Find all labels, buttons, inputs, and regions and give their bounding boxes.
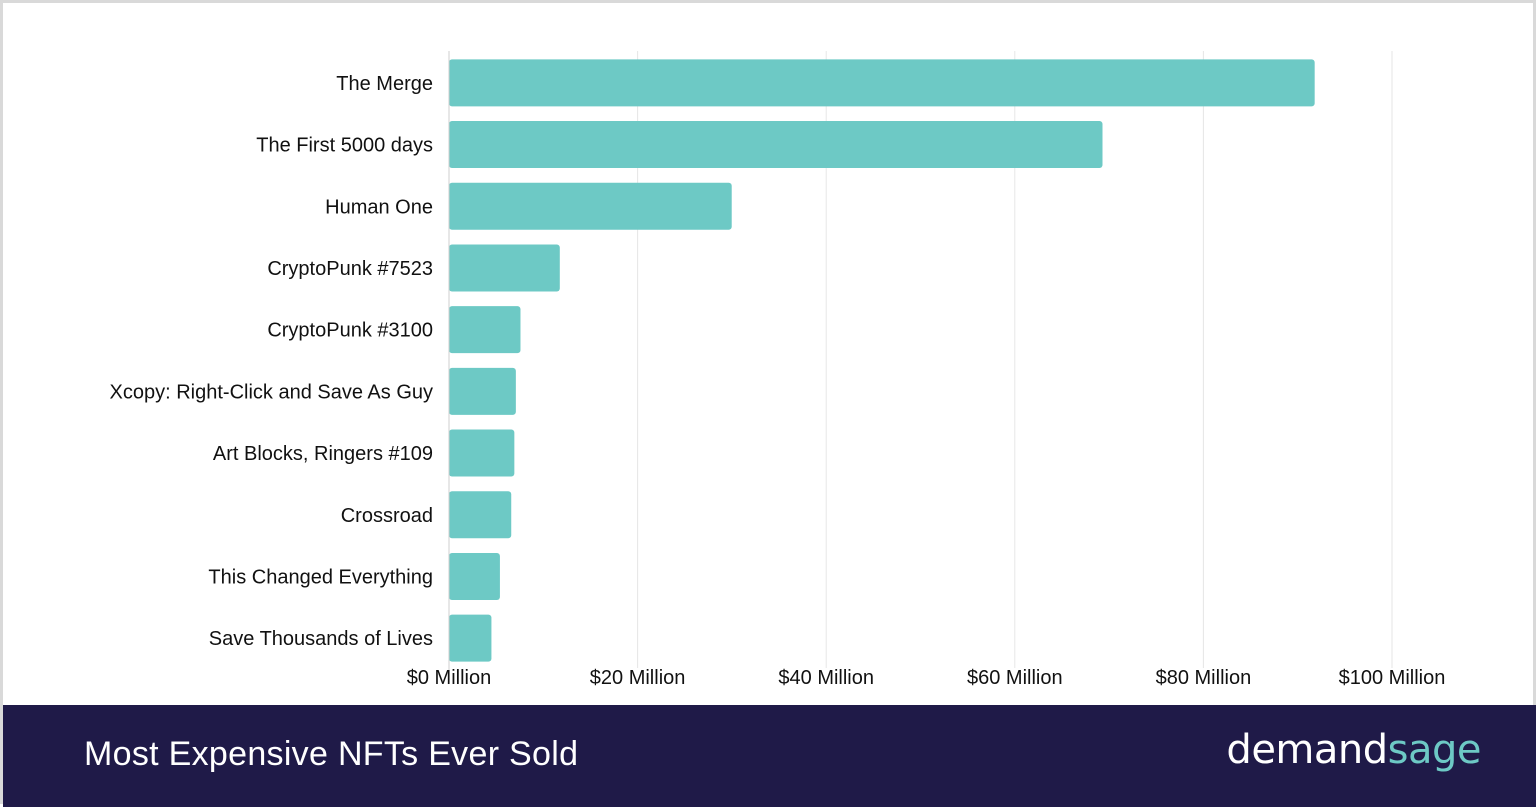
bar (449, 429, 515, 477)
bar (449, 306, 521, 354)
x-tick-label: $60 Million (967, 667, 1063, 689)
x-tick-label: $40 Million (778, 667, 874, 689)
chart-svg: $0 Million $20 Million $40 Million $60 Mill… (110, 51, 1446, 689)
category-label: Art Blocks, Ringers #109 (213, 443, 433, 465)
category-label: Crossroad (341, 505, 433, 527)
bar (449, 59, 1315, 107)
category-label: Save Thousands of Lives (209, 628, 433, 650)
logo-part-sage: sage (1387, 727, 1482, 773)
bar (449, 182, 732, 230)
category-label: CryptoPunk #3100 (267, 320, 433, 342)
category-label: This Changed Everything (208, 566, 433, 588)
bar (449, 614, 492, 662)
bar (449, 552, 500, 600)
category-label: The Merge (336, 73, 433, 95)
bar (449, 244, 560, 292)
x-tick-label: $80 Million (1156, 667, 1252, 689)
bar (449, 367, 516, 415)
category-label: Human One (325, 196, 433, 218)
x-tick-label: $20 Million (590, 667, 686, 689)
demandsage-logo: demandsage (1226, 727, 1481, 773)
logo-part-demand: demand (1226, 727, 1388, 773)
x-tick-label: $100 Million (1339, 667, 1446, 689)
category-label: CryptoPunk #7523 (267, 258, 433, 280)
bar (449, 121, 1103, 169)
bar-chart: $0 Million $20 Million $40 Million $60 Mill… (3, 3, 1536, 705)
category-label: Xcopy: Right-Click and Save As Guy (110, 381, 433, 403)
bar (449, 491, 512, 539)
category-label: The First 5000 days (256, 135, 433, 157)
footer-banner: Most Expensive NFTs Ever Sold demandsage (3, 705, 1536, 807)
chart-title: Most Expensive NFTs Ever Sold (84, 735, 579, 773)
x-tick-label: $0 Million (407, 667, 491, 689)
